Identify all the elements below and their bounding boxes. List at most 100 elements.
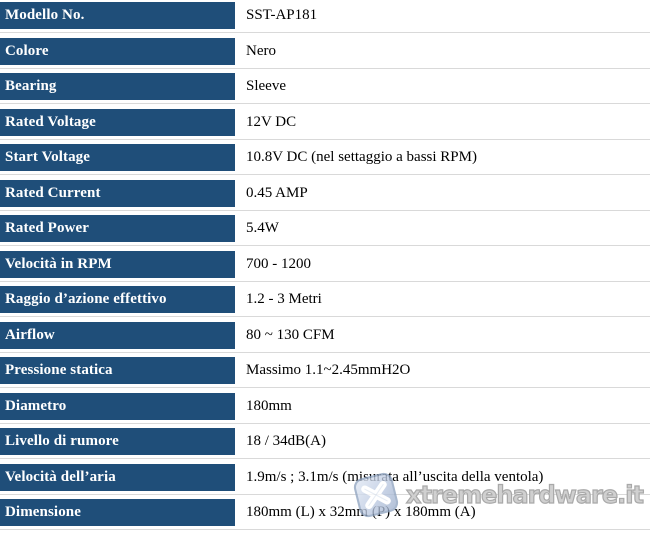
spec-label: Velocità dell’aria xyxy=(5,468,116,485)
spec-value: SST-AP181 xyxy=(246,7,318,23)
spec-label: Start Voltage xyxy=(5,149,91,165)
table-row-main: Livello di rumore 18 / 34dB(A) xyxy=(0,428,650,455)
spec-value-cell: Sleeve xyxy=(235,73,650,100)
spec-value: 80 ~ 130 CFM xyxy=(246,326,335,343)
row-divider xyxy=(0,529,650,530)
table-row-main: Velocità dell’aria 1.9m/s ; 3.1m/s (misu… xyxy=(0,463,650,491)
row-divider xyxy=(0,67,650,69)
spec-value-cell: 12V DC xyxy=(235,108,650,136)
table-row-main: Colore Nero xyxy=(0,37,650,65)
spec-label-cell: Start Voltage xyxy=(0,144,235,171)
spec-label-cell: Diametro xyxy=(0,392,235,420)
table-row: Raggio d’azione effettivo 1.2 - 3 Metri xyxy=(0,286,650,322)
table-row: Airflow 80 ~ 130 CFM xyxy=(0,321,650,358)
spec-label: Diametro xyxy=(5,397,67,414)
spec-label: Bearing xyxy=(5,78,57,94)
row-divider xyxy=(0,422,650,424)
row-divider xyxy=(0,138,650,140)
spec-value-cell: 5.4W xyxy=(235,215,650,242)
spec-label-cell: Raggio d’azione effettivo xyxy=(0,286,235,313)
table-row-main: Raggio d’azione effettivo 1.2 - 3 Metri xyxy=(0,286,650,313)
spec-label: Modello No. xyxy=(5,7,85,23)
spec-value: Sleeve xyxy=(246,78,286,94)
spec-value: 1.2 - 3 Metri xyxy=(246,291,322,307)
spec-value-cell: Massimo 1.1~2.45mmH2O xyxy=(235,357,650,384)
table-row: Rated Current 0.45 AMP xyxy=(0,179,650,216)
spec-label-cell: Rated Current xyxy=(0,179,235,207)
spec-label-cell: Livello di rumore xyxy=(0,428,235,455)
table-row-main: Rated Voltage 12V DC xyxy=(0,108,650,136)
table-row: Start Voltage 10.8V DC (nel settaggio a … xyxy=(0,144,650,180)
spec-value: 1.9m/s ; 3.1m/s (misurata all’uscita del… xyxy=(246,468,544,485)
spec-label: Livello di rumore xyxy=(5,433,119,449)
table-row: Velocità dell’aria 1.9m/s ; 3.1m/s (misu… xyxy=(0,463,650,500)
table-row-main: Rated Current 0.45 AMP xyxy=(0,179,650,207)
spec-label: Rated Current xyxy=(5,184,101,201)
table-row: Diametro 180mm xyxy=(0,392,650,429)
table-row: Rated Voltage 12V DC xyxy=(0,108,650,145)
spec-label-cell: Velocità in RPM xyxy=(0,250,235,278)
spec-label: Pressione statica xyxy=(5,362,113,378)
spec-label: Velocità in RPM xyxy=(5,255,112,272)
row-divider xyxy=(0,32,650,33)
table-row-main: Bearing Sleeve xyxy=(0,73,650,100)
row-divider xyxy=(0,387,650,388)
spec-label: Dimensione xyxy=(5,504,81,520)
spec-label: Colore xyxy=(5,42,49,59)
table-row: Modello No. SST-AP181 xyxy=(0,2,650,38)
row-divider xyxy=(0,316,650,317)
table-row-main: Diametro 180mm xyxy=(0,392,650,420)
table-row-main: Velocità in RPM 700 - 1200 xyxy=(0,250,650,278)
table-row: Colore Nero xyxy=(0,37,650,74)
spec-value-cell: 10.8V DC (nel settaggio a bassi RPM) xyxy=(235,144,650,171)
spec-value: 10.8V DC (nel settaggio a bassi RPM) xyxy=(246,149,477,165)
spec-value-cell: 700 - 1200 xyxy=(235,250,650,278)
row-divider xyxy=(0,174,650,175)
spec-label-cell: Bearing xyxy=(0,73,235,100)
spec-value-cell: 18 / 34dB(A) xyxy=(235,428,650,455)
spec-label-cell: Pressione statica xyxy=(0,357,235,384)
table-row: Bearing Sleeve xyxy=(0,73,650,109)
spec-value-cell: 180mm (L) x 32mm (P) x 180mm (A) xyxy=(235,499,650,526)
row-divider xyxy=(0,209,650,211)
row-divider xyxy=(0,245,650,246)
table-row: Rated Power 5.4W xyxy=(0,215,650,251)
spec-label-cell: Airflow xyxy=(0,321,235,349)
spec-value-cell: 1.2 - 3 Metri xyxy=(235,286,650,313)
spec-value-cell: 0.45 AMP xyxy=(235,179,650,207)
spec-value: 5.4W xyxy=(246,220,279,236)
spec-value: 12V DC xyxy=(246,113,297,130)
row-divider xyxy=(0,280,650,282)
table-row-main: Modello No. SST-AP181 xyxy=(0,2,650,29)
row-divider xyxy=(0,103,650,104)
spec-value: Nero xyxy=(246,42,276,59)
row-divider xyxy=(0,493,650,495)
spec-value: 180mm (L) x 32mm (P) x 180mm (A) xyxy=(246,504,476,520)
spec-label: Airflow xyxy=(5,326,55,343)
spec-label-cell: Modello No. xyxy=(0,2,235,29)
table-row: Livello di rumore 18 / 34dB(A) xyxy=(0,428,650,464)
spec-value: 0.45 AMP xyxy=(246,184,308,201)
spec-value: 700 - 1200 xyxy=(246,255,311,272)
spec-value: 180mm xyxy=(246,397,292,414)
table-row: Velocità in RPM 700 - 1200 xyxy=(0,250,650,287)
row-divider xyxy=(0,351,650,353)
table-row-main: Rated Power 5.4W xyxy=(0,215,650,242)
spec-label: Rated Voltage xyxy=(5,113,96,130)
spec-label: Raggio d’azione effettivo xyxy=(5,291,167,307)
table-row-main: Dimensione 180mm (L) x 32mm (P) x 180mm … xyxy=(0,499,650,526)
table-row: Pressione statica Massimo 1.1~2.45mmH2O xyxy=(0,357,650,393)
spec-value-cell: SST-AP181 xyxy=(235,2,650,29)
table-row: Dimensione 180mm (L) x 32mm (P) x 180mm … xyxy=(0,499,650,535)
table-row-main: Pressione statica Massimo 1.1~2.45mmH2O xyxy=(0,357,650,384)
spec-value-cell: Nero xyxy=(235,37,650,65)
table-row-main: Start Voltage 10.8V DC (nel settaggio a … xyxy=(0,144,650,171)
table-row-main: Airflow 80 ~ 130 CFM xyxy=(0,321,650,349)
spec-value: Massimo 1.1~2.45mmH2O xyxy=(246,362,411,378)
spec-label-cell: Velocità dell’aria xyxy=(0,463,235,491)
spec-value: 18 / 34dB(A) xyxy=(246,433,326,449)
spec-label-cell: Rated Power xyxy=(0,215,235,242)
spec-label-cell: Rated Voltage xyxy=(0,108,235,136)
